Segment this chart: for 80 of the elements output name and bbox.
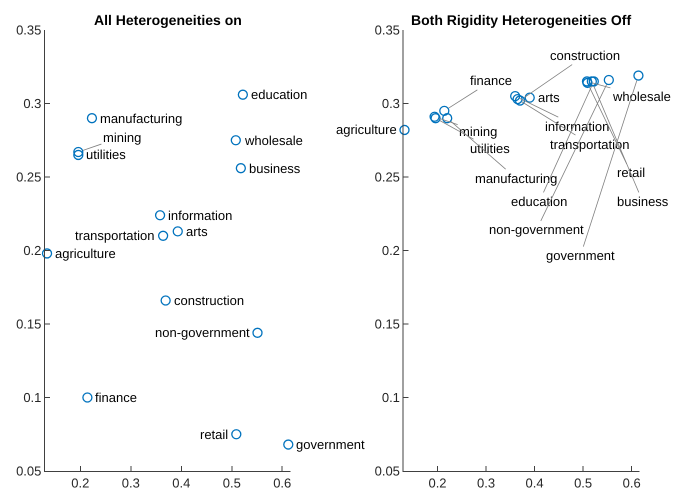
- point: [283, 439, 294, 450]
- x-tick-label: 0.3: [477, 476, 496, 491]
- point: [158, 230, 168, 241]
- point: [442, 113, 452, 124]
- y-tick-label: 0.25: [374, 170, 400, 185]
- point: [633, 70, 644, 81]
- y-tick-label: 0.2: [382, 243, 400, 258]
- data-label: arts: [186, 224, 208, 239]
- data-label: business: [249, 161, 301, 176]
- point: [160, 295, 171, 306]
- point: [252, 328, 263, 338]
- data-label: agriculture: [336, 122, 397, 137]
- x-tick-label: 0.2: [428, 476, 447, 491]
- data-label: government: [546, 248, 616, 263]
- data-label: retail: [617, 165, 646, 180]
- data-label: utilities: [86, 147, 126, 162]
- point: [399, 124, 410, 136]
- point: [510, 91, 520, 102]
- x-tick-label: 0.6: [622, 476, 641, 491]
- x-tick-label: 0.2: [71, 476, 90, 491]
- y-tick-label: 0.05: [374, 464, 400, 479]
- x-tick-label: 0.4: [172, 476, 190, 491]
- x-tick-label: 0.6: [273, 476, 292, 491]
- y-tick-label: 0.05: [16, 464, 42, 479]
- point: [73, 150, 84, 160]
- y-tick-label: 0.1: [382, 390, 400, 406]
- data-label: manufacturing: [100, 111, 182, 126]
- y-tick-label: 0.35: [374, 22, 400, 38]
- data-label: government: [296, 437, 366, 452]
- y-tick-label: 0.3: [382, 96, 400, 112]
- point: [73, 146, 84, 158]
- point: [172, 226, 183, 237]
- point: [42, 248, 52, 259]
- point: [524, 92, 535, 103]
- point: [604, 74, 614, 86]
- data-label: mining: [459, 124, 498, 139]
- data-label: wholesale: [612, 89, 671, 104]
- x-tick-label: 0.4: [526, 476, 544, 491]
- point: [230, 135, 241, 146]
- point: [512, 94, 523, 104]
- x-tick-label: 0.5: [574, 476, 592, 491]
- data-label: finance: [95, 390, 137, 405]
- point: [238, 90, 248, 100]
- point: [439, 106, 450, 116]
- data-label: manufacturing: [475, 171, 558, 186]
- data-label: arts: [538, 90, 560, 105]
- point: [82, 392, 93, 403]
- data-label: education: [511, 194, 568, 209]
- chart-title: Both Rigidity Heterogeneities Off: [411, 12, 632, 28]
- data-label: wholesale: [244, 133, 303, 148]
- point: [154, 210, 166, 220]
- point: [236, 163, 246, 174]
- data-label: agriculture: [55, 246, 116, 261]
- data-label: information: [545, 119, 610, 134]
- data-label: business: [617, 194, 669, 209]
- y-tick-label: 0.3: [23, 96, 42, 112]
- x-tick-label: 0.5: [222, 476, 241, 491]
- data-label: education: [251, 87, 308, 102]
- data-label: retail: [200, 427, 228, 442]
- y-tick-label: 0.15: [16, 316, 42, 332]
- y-tick-label: 0.35: [16, 22, 42, 38]
- y-tick-label: 0.15: [374, 316, 400, 332]
- y-tick-label: 0.2: [23, 243, 42, 258]
- x-tick-label: 0.3: [122, 476, 140, 491]
- data-label: construction: [174, 293, 244, 308]
- data-label: finance: [470, 73, 512, 88]
- chart-title: All Heterogeneities on: [94, 12, 242, 28]
- data-label: information: [168, 208, 232, 223]
- data-label: construction: [550, 48, 620, 63]
- data-label: non-government: [155, 325, 250, 340]
- point: [231, 429, 242, 440]
- y-tick-label: 0.25: [16, 170, 42, 185]
- data-label: mining: [103, 130, 142, 145]
- data-label: transportation: [75, 228, 154, 243]
- point: [514, 95, 526, 106]
- point: [86, 113, 98, 124]
- data-label: transportation: [550, 137, 630, 152]
- y-tick-label: 0.1: [23, 390, 42, 406]
- data-label: utilities: [470, 141, 510, 156]
- data-label: non-government: [489, 222, 584, 237]
